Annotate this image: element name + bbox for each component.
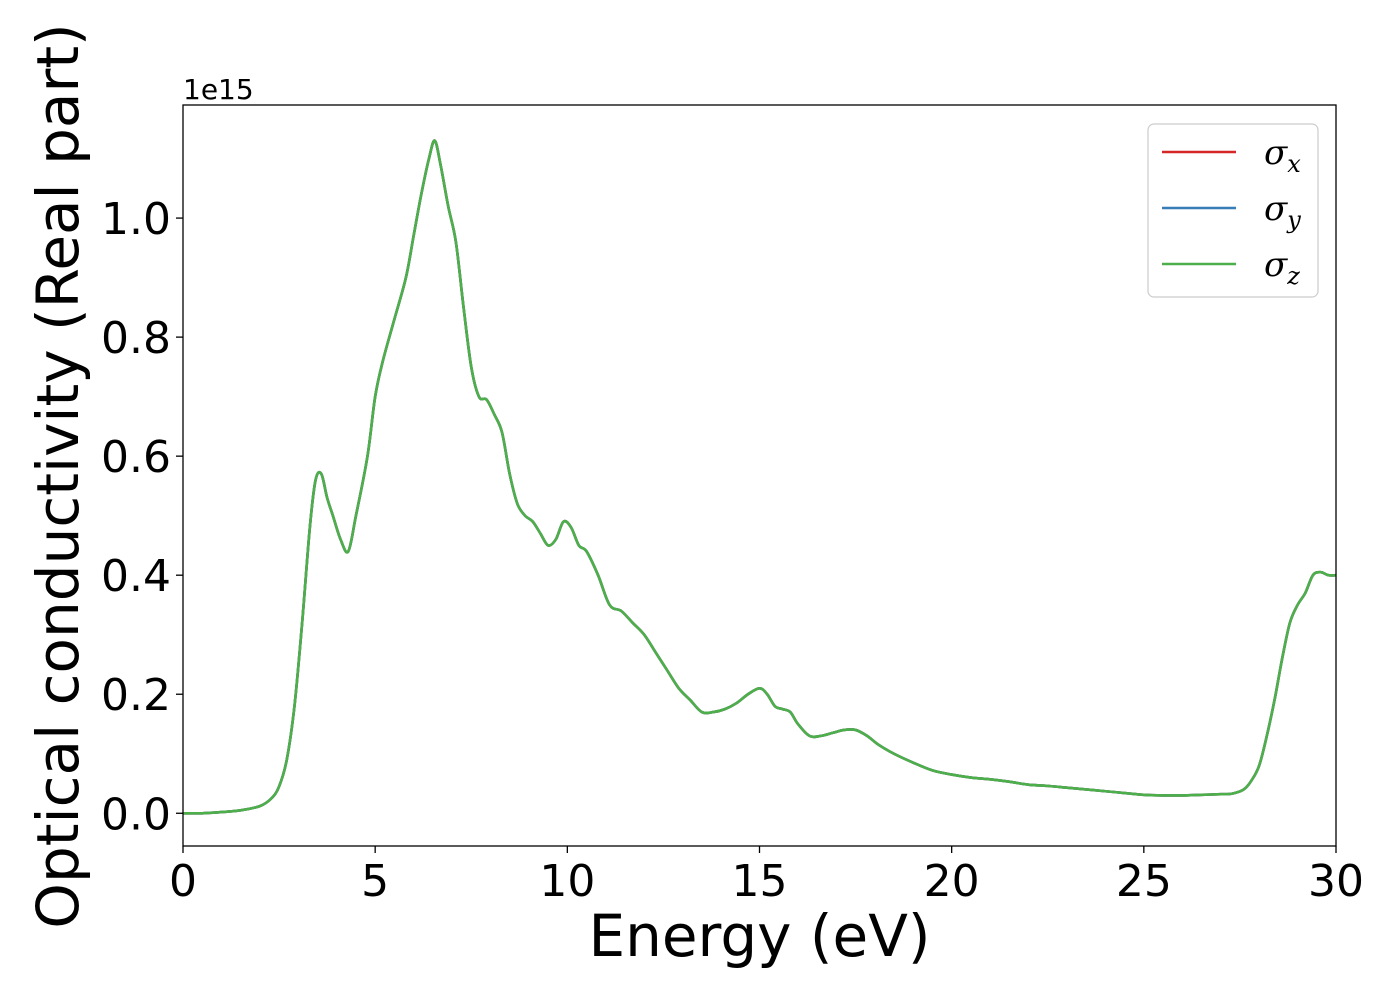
x-axis-label: Energy (eV) <box>588 902 930 970</box>
legend-label-z: σz <box>1264 245 1300 290</box>
x-tick-label: 5 <box>361 856 389 907</box>
x-axis-ticks: 0 5 10 15 20 25 30 <box>169 846 1364 907</box>
y-tick-label: 1.0 <box>101 194 171 245</box>
legend: σx σy σz <box>1147 123 1319 298</box>
y-tick-label: 0.0 <box>101 789 171 840</box>
x-tick-label: 30 <box>1308 856 1364 907</box>
x-tick-label: 15 <box>732 856 788 907</box>
y-tick-label: 0.4 <box>101 551 171 602</box>
y-tick-label: 0.2 <box>101 670 171 721</box>
y-axis-ticks: 0.0 0.2 0.4 0.6 0.8 1.0 <box>101 194 183 840</box>
y-tick-label: 0.6 <box>101 432 171 483</box>
legend-label-x: σx <box>1264 133 1301 178</box>
y-tick-label: 0.8 <box>101 313 171 364</box>
legend-label-y: σy <box>1264 189 1301 234</box>
x-tick-label: 20 <box>924 856 980 907</box>
x-tick-label: 0 <box>169 856 197 907</box>
legend-items: σx σy σz <box>1162 133 1301 290</box>
y-offset-label: 1e15 <box>183 73 254 106</box>
series-line-3 <box>182 139 1337 815</box>
y-axis-label: Optical conductivity (Real part) <box>24 23 92 928</box>
x-tick-label: 25 <box>1116 856 1172 907</box>
x-tick-label: 10 <box>539 856 595 907</box>
series-layer <box>182 139 1337 815</box>
legend-box <box>1147 123 1319 298</box>
